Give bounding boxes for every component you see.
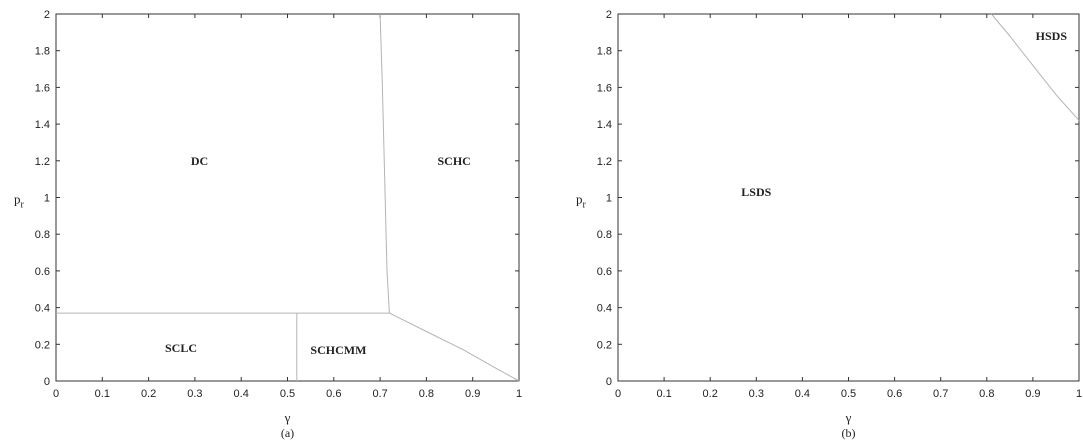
x-axis-label: γ (845, 410, 852, 425)
y-tick-label: 2 (606, 9, 612, 21)
x-tick-label: 0.6 (326, 388, 341, 400)
x-tick-label: 0 (53, 388, 59, 400)
plot-frame (56, 14, 519, 381)
x-tick-label: 1 (1076, 388, 1082, 400)
panel-b: 0 0.1 0.2 0.3 0.4 0.5 0.6 0.7 0.8 0.9 1 0 0.2 0.4 0.6 0… (576, 9, 1082, 440)
x-tick-label: 0.5 (280, 388, 295, 400)
x-tick-label: 0.8 (979, 388, 994, 400)
y-tick-label: 0.8 (35, 229, 50, 241)
y-tick-label: 1.8 (597, 46, 612, 58)
panel-a: 0 0.1 0.2 0.3 0.4 0.5 0.6 0.7 0.8 0.9 1 0 0.2 0.4 0.6 0… (14, 9, 522, 440)
plot-frame (618, 14, 1079, 381)
y-tick-label: 2 (44, 9, 50, 21)
y-tick-label: 0 (44, 376, 50, 388)
y-tick-label: 0.4 (597, 303, 612, 315)
x-tick-label: 0.7 (933, 388, 948, 400)
x-tick-label: 0.9 (1025, 388, 1040, 400)
panel-caption: (b) (842, 426, 856, 440)
y-axis-label: pr (14, 192, 25, 211)
y-tick-label: 0.4 (35, 303, 50, 315)
x-tick-label: 0.4 (234, 388, 249, 400)
y-tick-label: 1.4 (597, 119, 612, 131)
region-boundary-line (389, 313, 519, 381)
y-tick-label: 0.2 (35, 339, 50, 351)
x-axis-label: γ (284, 410, 291, 425)
x-tick-label: 0.3 (187, 388, 202, 400)
y-tick-label: 1.2 (35, 156, 50, 168)
region-label: DC (191, 154, 208, 168)
y-tick-label: 1 (606, 193, 612, 205)
y-tick-label: 1.8 (35, 46, 50, 58)
x-tick-label: 0.7 (372, 388, 387, 400)
panel-caption: (a) (281, 426, 294, 440)
y-tick-label: 1.4 (35, 119, 50, 131)
y-tick-label: 0 (606, 376, 612, 388)
y-tick-label: 1.6 (597, 82, 612, 94)
x-tick-label: 0.6 (887, 388, 902, 400)
region-label: HSDS (1036, 29, 1068, 43)
x-tick-label: 0 (615, 388, 621, 400)
region-label: SCHC (438, 154, 471, 168)
x-tick-label: 0.3 (749, 388, 764, 400)
y-tick-label: 0.2 (597, 339, 612, 351)
x-tick-label: 0.2 (141, 388, 156, 400)
y-axis-label: pr (576, 192, 587, 211)
y-tick-label: 0.8 (597, 229, 612, 241)
x-tick-label: 0.9 (465, 388, 480, 400)
y-tick-label: 1.2 (597, 156, 612, 168)
y-tick-label: 1.6 (35, 82, 50, 94)
y-tick-label: 1 (44, 193, 50, 205)
region-label: LSDS (741, 185, 771, 199)
region-label: SCHCMM (310, 343, 366, 357)
x-tick-label: 0.4 (795, 388, 810, 400)
y-tick-label: 0.6 (35, 266, 50, 278)
y-tick-label: 0.6 (597, 266, 612, 278)
x-tick-label: 0.5 (841, 388, 856, 400)
region-label: SCLC (165, 341, 197, 355)
x-tick-label: 0.2 (703, 388, 718, 400)
x-tick-label: 1 (516, 388, 522, 400)
x-tick-label: 0.1 (95, 388, 110, 400)
region-boundary-line (380, 14, 389, 313)
x-tick-label: 0.8 (419, 388, 434, 400)
x-tick-label: 0.1 (656, 388, 671, 400)
